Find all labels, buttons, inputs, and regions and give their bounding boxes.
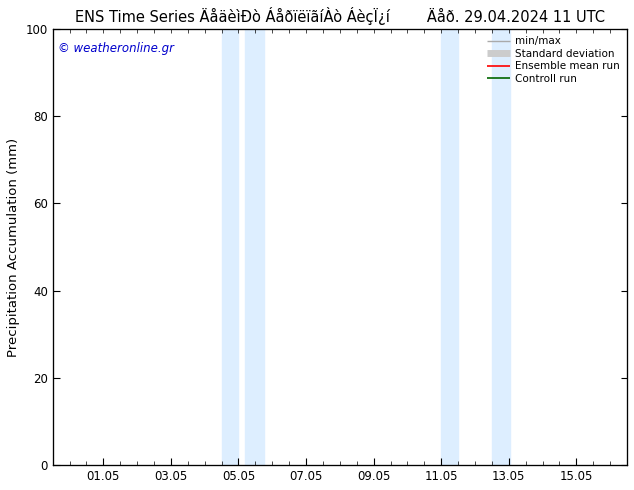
Legend: min/max, Standard deviation, Ensemble mean run, Controll run: min/max, Standard deviation, Ensemble me…	[482, 32, 624, 88]
Bar	[492, 29, 510, 465]
Title: ENS Time Series ÄåäèìÐò ÁåðïëïãíÀò ÁèçÏ¿í        Äåð. 29.04.2024 11 UTC: ENS Time Series ÄåäèìÐò ÁåðïëïãíÀò ÁèçÏ¿…	[75, 7, 605, 25]
Text: © weatheronline.gr: © weatheronline.gr	[58, 42, 174, 55]
Y-axis label: Precipitation Accumulation (mm): Precipitation Accumulation (mm)	[7, 138, 20, 357]
Bar	[441, 29, 458, 465]
Bar	[221, 29, 238, 465]
Bar	[245, 29, 264, 465]
